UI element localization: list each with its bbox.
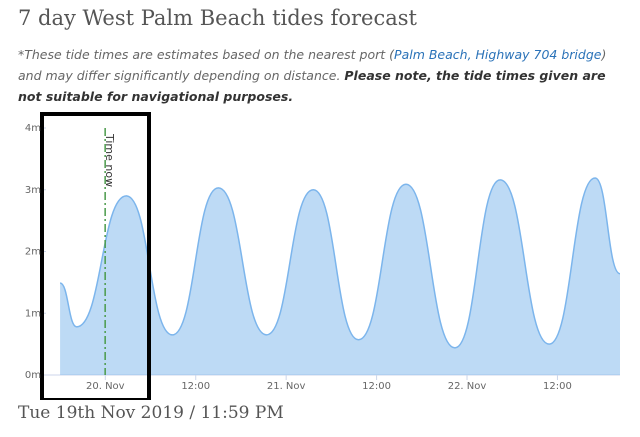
tide-area bbox=[60, 178, 620, 375]
disclaimer: *These tide times are estimates based on… bbox=[18, 44, 624, 107]
x-tick-label: 12:00 bbox=[181, 381, 210, 392]
chart: Time now 0m 1m 2m 3m 4m 20. Nov 12:00 21. Nov 12… bbox=[25, 112, 621, 400]
time-now-label: Time now bbox=[103, 133, 116, 187]
y-tick-label: 2m bbox=[25, 247, 41, 258]
y-tick-label: 1m bbox=[25, 308, 41, 319]
note-text: *These tide times are estimates based on… bbox=[18, 47, 395, 62]
port-link[interactable]: Palm Beach, Highway 704 bridge bbox=[394, 47, 602, 62]
y-tick-label: 0m bbox=[25, 370, 41, 381]
y-tick-label: 3m bbox=[25, 185, 41, 196]
note-warning: Please note, the tide times given are no… bbox=[18, 68, 606, 104]
current-date: Tue 19th Nov 2019 / 11:59 PM bbox=[18, 403, 284, 423]
x-tick-label: 12:00 bbox=[543, 381, 572, 392]
y-tick-label: 4m bbox=[25, 123, 41, 134]
x-tick-label: 21. Nov bbox=[267, 381, 306, 392]
page-title: 7 day West Palm Beach tides forecast bbox=[18, 6, 417, 30]
x-tick-label: 12:00 bbox=[362, 381, 391, 392]
note-text: ) and may differ significantly depending… bbox=[18, 47, 607, 83]
highlight-box bbox=[40, 112, 151, 400]
x-tick-label: 20. Nov bbox=[86, 381, 125, 392]
x-tick-label: 22. Nov bbox=[448, 381, 487, 392]
